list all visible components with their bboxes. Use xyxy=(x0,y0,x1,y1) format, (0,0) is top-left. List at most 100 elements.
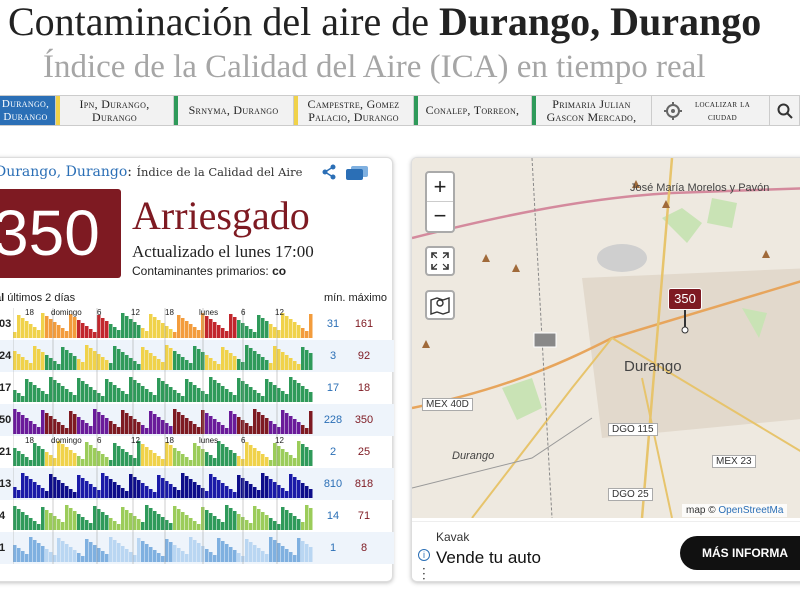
widget-icon[interactable] xyxy=(346,166,368,180)
history-bar xyxy=(281,488,285,498)
history-bar xyxy=(181,551,185,562)
history-bar xyxy=(297,480,301,498)
history-bar xyxy=(93,545,97,562)
history-header-text: últimos 2 días xyxy=(7,292,76,304)
history-bar xyxy=(161,478,165,498)
history-bar xyxy=(65,428,69,434)
tab-primaria[interactable]: Primaria Julian Gascon Mercado, xyxy=(532,96,652,125)
history-bar xyxy=(217,519,221,530)
share-icon[interactable] xyxy=(321,164,337,180)
history-bar xyxy=(157,359,161,370)
history-bar xyxy=(105,554,109,562)
history-bar xyxy=(145,505,149,530)
map-river-label: Durango xyxy=(452,450,495,462)
history-bar xyxy=(73,414,77,434)
history-bar xyxy=(65,350,69,370)
history-bar xyxy=(33,482,37,498)
history-bar xyxy=(177,509,181,530)
history-bar xyxy=(213,516,217,530)
tab-ipn[interactable]: Ipn, Durango, Durango xyxy=(56,96,174,125)
history-bar xyxy=(129,552,133,562)
history-bar xyxy=(161,517,165,530)
history-bar xyxy=(105,457,109,466)
history-bar xyxy=(253,390,257,402)
tab-locate-city[interactable]: localizar la ciudad xyxy=(652,96,770,125)
history-bar xyxy=(285,491,289,498)
ad-menu-icon[interactable]: · · · xyxy=(422,562,426,582)
history-bar xyxy=(197,543,201,562)
history-bar xyxy=(81,459,85,466)
day-label: 12 xyxy=(131,436,140,445)
history-bar xyxy=(281,410,285,434)
history-bar xyxy=(173,409,177,434)
history-bar xyxy=(25,379,29,402)
history-bar xyxy=(193,521,197,530)
history-bar xyxy=(181,318,185,338)
history-bar xyxy=(293,361,297,370)
tab-campestre[interactable]: Campestre, Gomez Palacio, Durango xyxy=(294,96,414,125)
history-bar xyxy=(41,410,45,434)
tab-durango[interactable]: Durango, Durango xyxy=(0,96,56,125)
history-bar xyxy=(197,446,201,466)
history-bar xyxy=(73,317,77,338)
history-bar xyxy=(165,481,169,498)
history-bar xyxy=(205,510,209,530)
history-bar xyxy=(29,421,33,434)
history-bar xyxy=(161,362,165,370)
history-bar xyxy=(33,424,37,434)
fullscreen-button[interactable] xyxy=(425,246,455,276)
history-bar xyxy=(145,389,149,402)
station-name[interactable]: Durango, Durango xyxy=(0,164,128,180)
map[interactable]: José María Morelos y Pavón Durango Duran… xyxy=(412,158,800,519)
max-value: 18 xyxy=(357,382,371,394)
history-bar xyxy=(121,507,125,530)
history-bar xyxy=(229,508,233,530)
pollutant-code: 24 xyxy=(0,350,12,362)
history-bar xyxy=(29,382,33,402)
ad-info-icon[interactable]: i xyxy=(418,549,430,561)
history-bar xyxy=(33,327,37,338)
history-bar xyxy=(69,411,73,434)
history-bar xyxy=(265,321,269,338)
history-bar xyxy=(17,412,21,434)
history-bar xyxy=(257,412,261,434)
history-bar xyxy=(101,454,105,466)
history-bar xyxy=(49,455,53,466)
history-bar xyxy=(141,386,145,402)
tab-srnyma[interactable]: Srnyma, Durango xyxy=(174,96,294,125)
zoom-in-button[interactable]: + xyxy=(427,173,453,202)
history-bar xyxy=(205,491,209,498)
ad-headline[interactable]: Vende tu auto xyxy=(436,548,541,567)
history-bar xyxy=(277,388,281,402)
day-label: 12 xyxy=(275,436,284,445)
tab-conalep[interactable]: Conalep, Torreon, xyxy=(414,96,532,125)
history-bar xyxy=(205,549,209,562)
history-bar xyxy=(121,488,125,498)
ad-cta-button[interactable]: MÁS INFORMA xyxy=(680,536,800,570)
history-bar xyxy=(297,364,301,370)
history-bar xyxy=(181,512,185,530)
map-layers-button[interactable] xyxy=(425,290,455,320)
history-bar xyxy=(253,351,257,370)
min-value: 31 xyxy=(326,318,340,330)
history-bar xyxy=(281,507,285,530)
history-bar xyxy=(225,447,229,466)
search-button[interactable] xyxy=(770,96,800,125)
tab-color-bar xyxy=(294,96,298,125)
day-label: domingo xyxy=(51,308,82,317)
station-marker[interactable]: 350 xyxy=(668,288,702,310)
history-bar xyxy=(73,395,77,402)
history-bar xyxy=(249,387,253,402)
history-bar xyxy=(305,389,309,402)
history-bar xyxy=(117,427,121,434)
history-bar xyxy=(149,547,153,562)
history-bar xyxy=(129,455,133,466)
history-bar xyxy=(149,489,153,498)
history-bar xyxy=(137,480,141,498)
history-bar xyxy=(101,551,105,562)
day-label: 18 xyxy=(165,308,174,317)
history-bar xyxy=(285,510,289,530)
osm-link[interactable]: OpenStreetMa xyxy=(718,505,784,516)
history-bar xyxy=(77,456,81,466)
zoom-out-button[interactable]: − xyxy=(433,203,447,228)
